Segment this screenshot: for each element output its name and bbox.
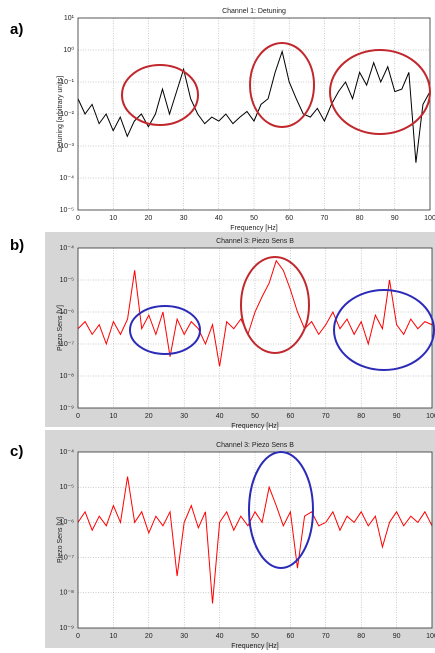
x-tick-label: 20: [145, 413, 153, 420]
panel-label: c): [10, 443, 23, 460]
y-axis-label: Detuning [arbitrary units]: [57, 76, 64, 152]
y-tick-label: 10¹: [64, 15, 75, 22]
x-tick-label: 0: [76, 215, 80, 222]
spectrum-line: [77, 259, 433, 367]
highlight-ellipse: [329, 49, 431, 135]
x-axis-label: Frequency [Hz]: [231, 423, 279, 430]
x-tick-label: 20: [145, 633, 153, 640]
x-tick-label: 40: [215, 215, 223, 222]
y-tick-label: 10⁻³: [60, 143, 74, 150]
y-tick-label: 10⁻⁸: [60, 590, 74, 597]
highlight-ellipse: [129, 305, 201, 355]
plots: a) Channel 1: Detuning Frequency [Hz] Detun…: [10, 8, 435, 650]
y-tick-label: 10⁻⁴: [60, 175, 75, 182]
x-tick-label: 60: [287, 633, 295, 640]
x-tick-label: 70: [321, 215, 329, 222]
chart-title: Channel 1: Detuning: [222, 8, 286, 15]
x-tick-label: 60: [285, 215, 293, 222]
chart-title: Channel 3: Piezo Sens B: [216, 442, 294, 449]
chart-title: Channel 3: Piezo Sens B: [216, 238, 294, 245]
x-tick-label: 0: [76, 413, 80, 420]
x-tick-label: 40: [216, 413, 224, 420]
axes-frame: [77, 451, 433, 629]
panel-label: a): [10, 21, 23, 38]
y-tick-label: 10⁰: [63, 46, 74, 54]
axes-frame: [77, 247, 433, 409]
highlight-ellipse: [121, 64, 199, 126]
x-tick-label: 10: [109, 215, 117, 222]
spectrum-line: [77, 476, 433, 604]
y-tick-label: 10⁻⁴: [60, 449, 75, 456]
y-tick-label: 10⁻²: [60, 111, 74, 118]
y-axis-label: Piezo Sens [V]: [57, 305, 64, 351]
x-tick-label: 80: [356, 215, 364, 222]
x-tick-label: 50: [250, 215, 258, 222]
y-tick-label: 10⁻⁷: [60, 554, 74, 561]
highlight-ellipse: [240, 256, 310, 354]
x-tick-label: 80: [357, 633, 365, 640]
x-tick-label: 50: [251, 413, 259, 420]
y-tick-label: 10⁻⁶: [60, 519, 74, 526]
x-tick-label: 0: [76, 633, 80, 640]
highlight-ellipse: [248, 451, 314, 569]
highlight-ellipse: [333, 289, 435, 371]
x-tick-label: 90: [393, 633, 401, 640]
x-tick-label: 10: [110, 413, 118, 420]
x-tick-label: 30: [180, 215, 188, 222]
panel-label: b): [10, 237, 24, 254]
y-axis-label: Piezo Sens [V]: [57, 517, 64, 563]
highlight-ellipse: [249, 42, 315, 128]
x-tick-label: 40: [216, 633, 224, 640]
x-tick-label: 100: [426, 413, 435, 420]
x-tick-label: 90: [391, 215, 399, 222]
y-tick-label: 10⁻⁶: [60, 309, 74, 316]
x-tick-label: 50: [251, 633, 259, 640]
y-tick-label: 10⁻⁹: [60, 625, 74, 632]
x-tick-label: 10: [110, 633, 118, 640]
y-tick-label: 10⁻⁵: [60, 484, 74, 491]
x-tick-label: 100: [424, 215, 435, 222]
x-tick-label: 70: [322, 633, 330, 640]
y-tick-label: 10⁻⁸: [60, 373, 74, 380]
x-tick-label: 70: [322, 413, 330, 420]
y-tick-label: 10⁻⁵: [60, 207, 74, 214]
x-axis-label: Frequency [Hz]: [231, 643, 279, 650]
y-tick-label: 10⁻⁹: [60, 405, 74, 412]
x-tick-label: 90: [393, 413, 401, 420]
y-tick-label: 10⁻⁴: [60, 245, 75, 252]
x-tick-label: 20: [145, 215, 153, 222]
x-tick-label: 100: [426, 633, 435, 640]
x-tick-label: 30: [180, 633, 188, 640]
y-tick-label: 10⁻⁵: [60, 277, 74, 284]
annotations: [121, 42, 435, 569]
x-tick-label: 80: [357, 413, 365, 420]
axes-frame: [77, 17, 431, 211]
x-tick-label: 30: [180, 413, 188, 420]
y-tick-label: 10⁻¹: [60, 79, 74, 86]
x-tick-label: 60: [287, 413, 295, 420]
y-tick-label: 10⁻⁷: [60, 341, 74, 348]
x-axis-label: Frequency [Hz]: [230, 225, 278, 232]
